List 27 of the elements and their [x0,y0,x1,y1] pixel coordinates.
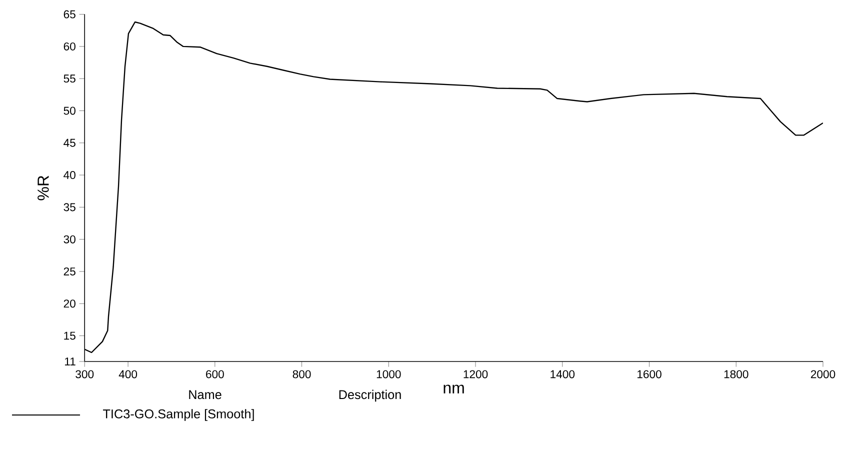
y-tick-label: 25 [64,267,76,276]
x-tick-label: 400 [118,370,138,378]
x-tick-label: 1000 [376,370,401,378]
text: Description [339,390,401,402]
y-tick-label: 11 [64,358,76,366]
x-tick-label: 600 [206,370,224,378]
y-tick-label: 60 [64,42,76,50]
y-tick-label: 45 [64,138,76,147]
y-tick-label: 40 [64,171,76,180]
y-tick-label: 30 [64,235,76,244]
y-tick-label: 55 [64,74,76,83]
y-tick-label: 15 [64,332,76,340]
y-axis-title: %R [38,176,49,200]
text: TIC3-GO.Sample [Smooth] [103,409,254,421]
x-tick-label: 800 [292,370,311,378]
y-tick-label: 50 [64,106,76,115]
x-axis-title: nm [444,384,464,394]
legend-title: Name [189,390,222,400]
x-tick-label: 2000 [810,370,836,378]
x-tick-label: 1400 [550,370,575,378]
y-tick-label: 20 [64,300,76,308]
x-tick-label: 1800 [724,370,748,378]
x-tick-label: 1600 [638,370,662,378]
y-tick-label: 65 [64,10,76,18]
x-tick-label: 1200 [464,370,488,378]
y-tick-label: 35 [64,203,76,212]
x-tick-label: 300 [76,370,94,378]
